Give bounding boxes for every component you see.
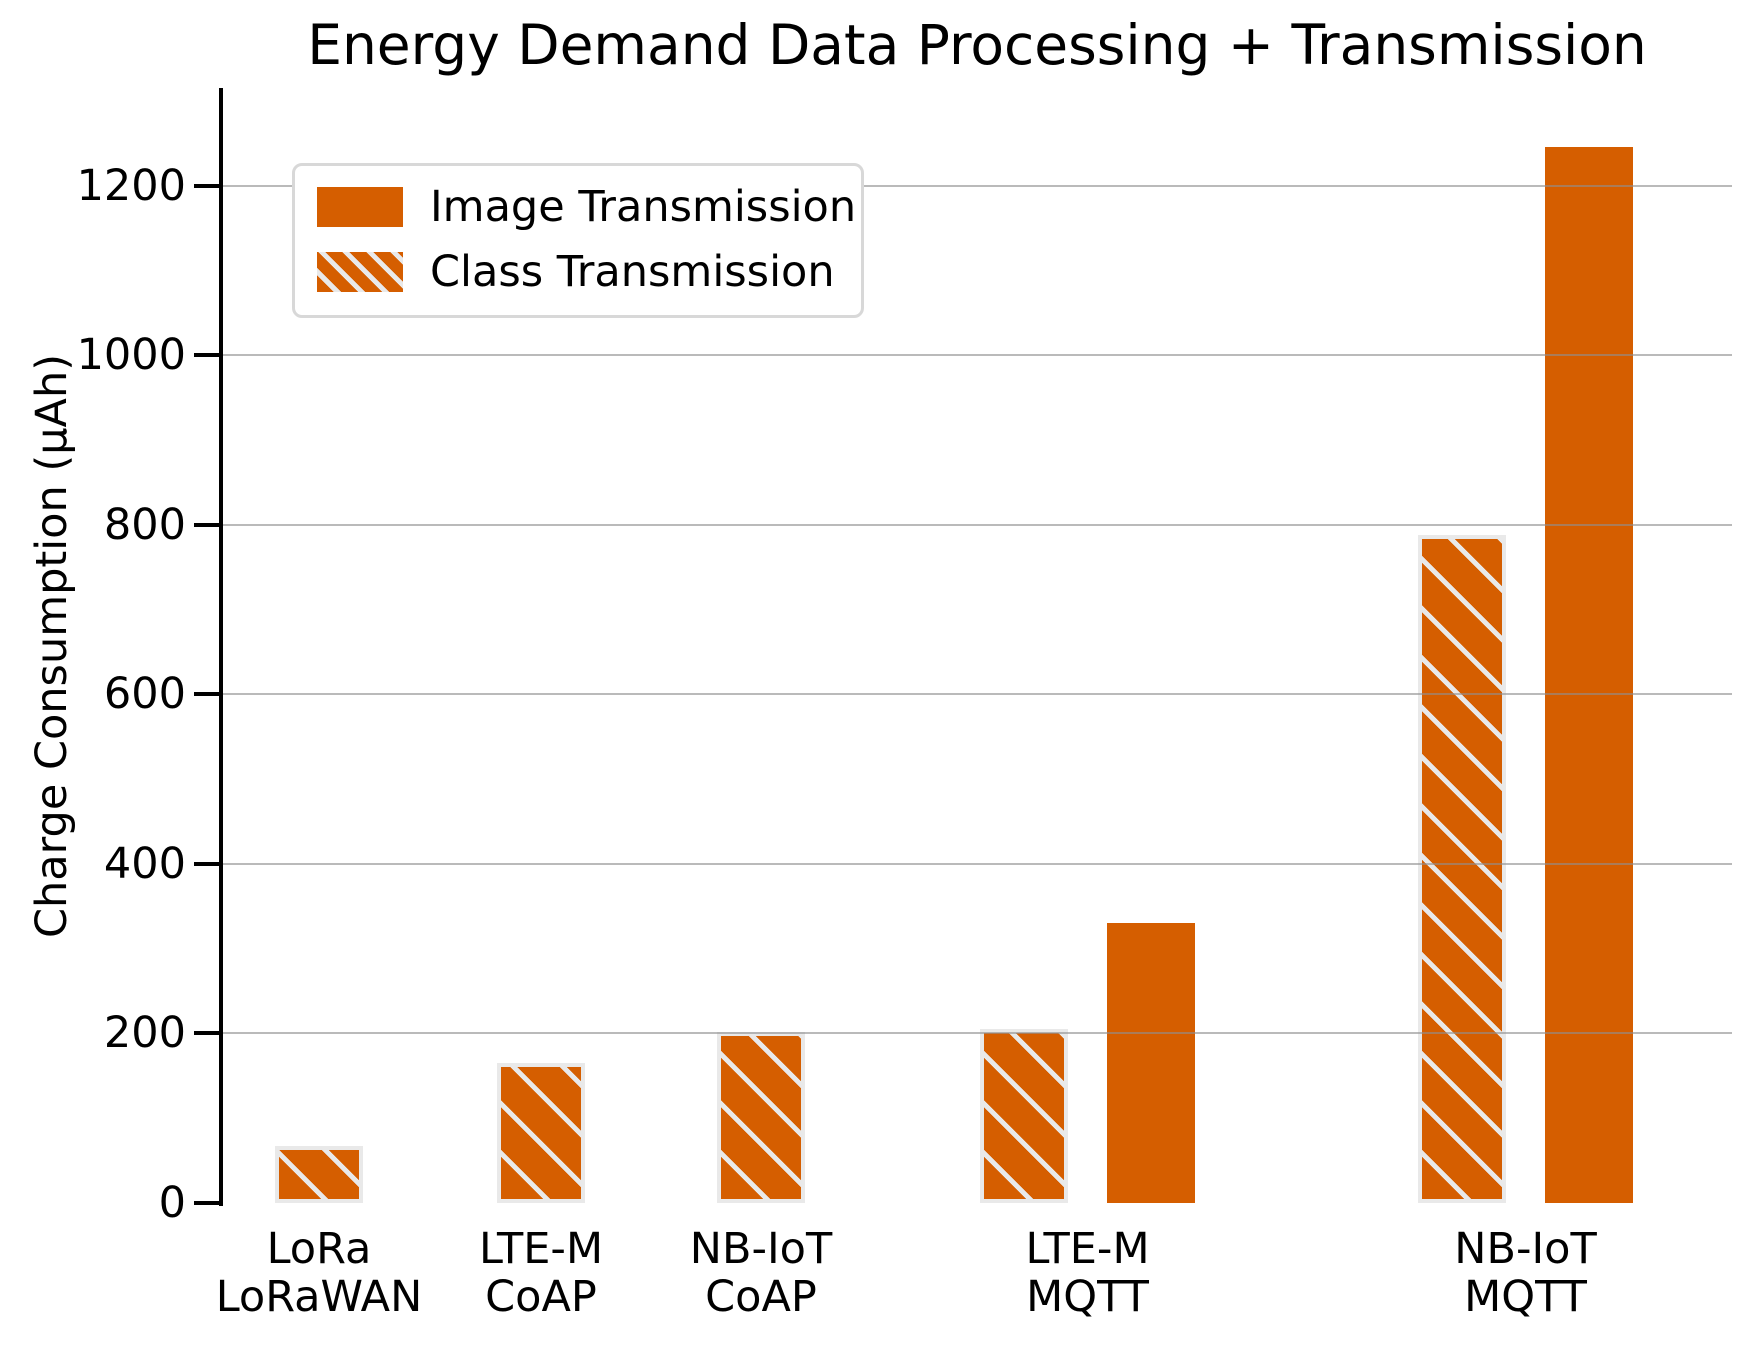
y-tick-mark-400	[194, 861, 221, 866]
bar-class-transmission-2	[497, 1063, 585, 1203]
gridline-400	[222, 862, 1732, 865]
legend-item: Image Transmission	[317, 183, 856, 231]
y-tick-mark-600	[194, 692, 221, 697]
y-tick-mark-1200	[194, 183, 221, 188]
legend: Image Transmission Class Transmission	[292, 163, 864, 318]
y-tick-label-0: 0	[158, 1178, 186, 1228]
x-tick-label-5: NB-IoT MQTT	[1454, 1224, 1597, 1322]
legend-item-label: Image Transmission	[430, 182, 857, 232]
gridline-1000	[222, 354, 1732, 357]
legend-item: Class Transmission	[317, 248, 837, 296]
bar-class-transmission-1	[275, 1146, 363, 1203]
gridline-1200	[222, 184, 1732, 187]
gridline-200	[222, 1032, 1732, 1035]
bar-class-transmission-5	[1418, 534, 1506, 1203]
bar-image-transmission-4	[1107, 923, 1195, 1203]
x-tick-label-2: LTE-M CoAP	[478, 1224, 604, 1322]
bar-class-transmission-3	[717, 1031, 805, 1203]
y-axis-spine	[219, 88, 223, 1206]
y-tick-label-1200: 1200	[76, 160, 186, 211]
gridline-600	[222, 693, 1732, 696]
legend-item-label: Class Transmission	[430, 247, 835, 297]
y-axis-label: Charge Consumption (µAh)	[27, 354, 77, 939]
y-tick-label-400: 400	[103, 838, 186, 889]
legend-swatch-solid	[317, 187, 403, 227]
chart-title: Energy Demand Data Processing + Transmis…	[307, 13, 1647, 77]
x-tick-label-1: LoRa LoRaWAN	[215, 1224, 423, 1322]
bar-class-transmission-4	[980, 1029, 1068, 1203]
x-tick-label-4: LTE-M MQTT	[1025, 1224, 1150, 1322]
gridline-800	[222, 523, 1732, 526]
y-tick-label-800: 800	[103, 499, 186, 550]
y-tick-label-600: 600	[103, 669, 186, 720]
legend-swatch-hatched	[317, 252, 403, 292]
x-tick-label-3: NB-IoT CoAP	[689, 1224, 833, 1322]
bar-image-transmission-5	[1545, 147, 1633, 1203]
plot-area	[222, 88, 1732, 1203]
y-tick-mark-0	[194, 1201, 221, 1205]
y-tick-mark-200	[194, 1031, 221, 1036]
y-tick-label-200: 200	[103, 1008, 186, 1059]
y-tick-mark-800	[194, 522, 221, 527]
y-tick-mark-1000	[194, 353, 221, 358]
y-tick-label-1000: 1000	[76, 330, 186, 381]
